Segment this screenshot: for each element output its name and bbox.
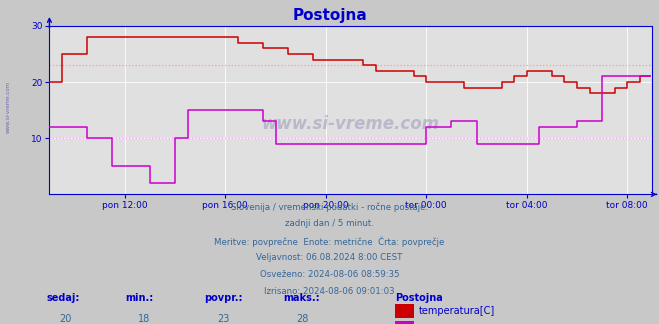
Text: temperatura[C]: temperatura[C] (419, 306, 496, 316)
Text: 23: 23 (217, 314, 230, 324)
Text: Postojna: Postojna (292, 8, 367, 23)
Text: www.si-vreme.com: www.si-vreme.com (5, 81, 11, 133)
Text: min.:: min.: (125, 293, 154, 303)
Text: Izrisano: 2024-08-06 09:01:03: Izrisano: 2024-08-06 09:01:03 (264, 287, 395, 296)
Text: povpr.:: povpr.: (204, 293, 243, 303)
Text: 28: 28 (297, 314, 309, 324)
Text: 18: 18 (138, 314, 151, 324)
Text: sedaj:: sedaj: (46, 293, 80, 303)
Text: Osveženo: 2024-08-06 08:59:35: Osveženo: 2024-08-06 08:59:35 (260, 270, 399, 279)
Text: maks.:: maks.: (283, 293, 320, 303)
Text: zadnji dan / 5 minut.: zadnji dan / 5 minut. (285, 219, 374, 228)
Text: hitrost vetra[m/s]: hitrost vetra[m/s] (419, 323, 505, 324)
Text: Slovenija / vremenski podatki - ročne postaje.: Slovenija / vremenski podatki - ročne po… (231, 202, 428, 212)
Text: Veljavnost: 06.08.2024 8:00 CEST: Veljavnost: 06.08.2024 8:00 CEST (256, 253, 403, 262)
Text: Meritve: povprečne  Enote: metrične  Črta: povprečje: Meritve: povprečne Enote: metrične Črta:… (214, 236, 445, 247)
Text: 20: 20 (59, 314, 72, 324)
Text: www.si-vreme.com: www.si-vreme.com (262, 115, 440, 133)
Text: Postojna: Postojna (395, 293, 443, 303)
